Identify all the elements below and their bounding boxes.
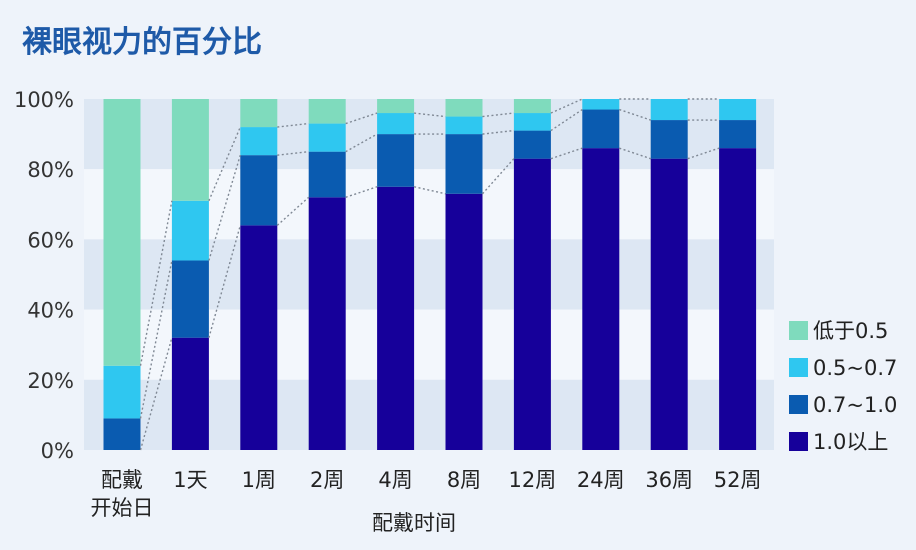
x-category-label: 12周 (509, 468, 557, 492)
connector-line (619, 108, 651, 121)
bar-segment (240, 127, 278, 156)
bar-segment (513, 158, 551, 451)
bar-segment (582, 99, 620, 110)
legend-swatch (789, 321, 808, 340)
connector-line (277, 150, 309, 156)
x-category-label: 52周 (714, 468, 762, 492)
y-tick-label: 80% (27, 158, 74, 182)
connector-line (687, 147, 720, 160)
x-axis-label: 配戴时间 (372, 511, 456, 535)
connector-line (481, 158, 515, 195)
bar-segment (513, 99, 551, 114)
bar-segment (171, 260, 209, 338)
bar-segment (103, 99, 141, 366)
connector-line (482, 129, 514, 135)
connector-line (619, 147, 651, 160)
connector-line (413, 186, 446, 195)
x-category-label: 24周 (577, 468, 625, 492)
legend-label: 低于0.5 (813, 319, 888, 343)
bar-segment (719, 120, 757, 149)
connector-line (482, 112, 514, 118)
legend-label: 0.7~1.0 (813, 393, 897, 417)
bar-segment (240, 99, 278, 128)
bars (103, 99, 757, 451)
x-category-label: 配戴开始日 (91, 468, 154, 520)
y-tick-label: 0% (41, 439, 74, 463)
legend-label: 0.5~0.7 (813, 356, 897, 380)
legend-label: 1.0以上 (813, 430, 888, 454)
bar-segment (513, 130, 551, 159)
bar-segment (650, 158, 688, 451)
bar-segment (719, 148, 757, 450)
bar-segment (445, 99, 483, 117)
bar-segment (445, 193, 483, 450)
connector-line (208, 225, 241, 338)
bar-segment (377, 134, 415, 187)
x-category-label: 4周 (378, 468, 412, 492)
bar-segment (513, 113, 551, 131)
bar-segment (582, 109, 620, 149)
bar-segment (719, 99, 757, 121)
bar-segment (308, 197, 346, 450)
bar-segment (171, 200, 209, 261)
bar-segment (377, 99, 415, 114)
bar-segment (103, 418, 141, 450)
connector-line (414, 112, 446, 118)
bar-segment (377, 113, 415, 135)
connector-lines (139, 98, 720, 451)
bar-segment (582, 148, 620, 450)
bar-segment (240, 155, 278, 226)
legend-swatch (789, 432, 808, 451)
bar-segment (240, 225, 278, 450)
x-category-label: 36周 (645, 468, 693, 492)
bar-segment (650, 120, 688, 159)
bar-segment (103, 365, 141, 419)
connector-line (139, 200, 173, 366)
legend-swatch (789, 358, 808, 377)
x-category-label: 8周 (447, 468, 481, 492)
connector-line (345, 112, 378, 125)
connector-line (550, 98, 583, 114)
bar-segment (445, 134, 483, 194)
bar-segment (308, 123, 346, 152)
connector-line (550, 108, 583, 132)
x-axis-categories: 配戴开始日 1天 1周 2周 4周 8周 12周 24周 36周 52周 (91, 468, 762, 520)
y-tick-label: 40% (27, 299, 74, 323)
y-tick-label: 100% (14, 88, 74, 112)
bar-segment (445, 116, 483, 135)
x-category-label: 1周 (242, 468, 276, 492)
x-category-label: 1天 (173, 468, 207, 492)
connector-line (208, 154, 241, 261)
connector-line (277, 122, 309, 128)
y-tick-label: 60% (27, 228, 74, 252)
bar-segment (377, 186, 415, 450)
connector-line (345, 133, 378, 153)
connector-line (139, 337, 173, 451)
bar-segment (171, 99, 209, 201)
bar-segment (308, 151, 346, 198)
connector-line (550, 147, 583, 160)
y-axis-ticks: 0% 20% 40% 60% 80% 100% (14, 88, 74, 463)
y-tick-label: 20% (27, 369, 74, 393)
x-category-label: 2周 (310, 468, 344, 492)
bar-segment (650, 99, 688, 121)
bar-segment (308, 99, 346, 124)
chart-title: 裸眼视力的百分比 (22, 25, 262, 60)
connector-line (345, 186, 378, 198)
legend: 低于0.5 0.5~0.7 0.7~1.0 1.0以上 (789, 319, 897, 454)
legend-swatch (789, 395, 808, 414)
bar-segment (171, 337, 209, 450)
